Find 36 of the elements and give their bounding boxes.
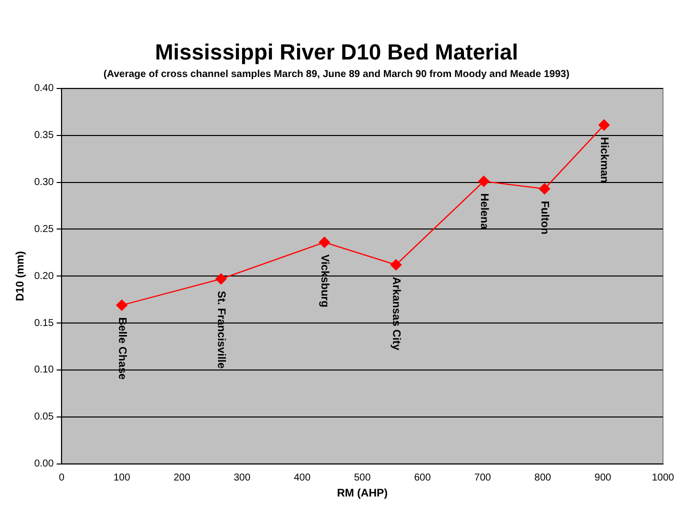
y-tick-label: 0.00 — [34, 458, 54, 470]
y-tick-label: 0.20 — [34, 270, 54, 282]
x-axis-title: RM (AHP) — [336, 487, 388, 500]
point — [478, 176, 490, 187]
y-tick-label: 0.05 — [34, 412, 54, 423]
x-tick-label: 800 — [534, 472, 552, 484]
chart-title: Mississippi River D10 Bed Material — [154, 39, 518, 64]
point — [318, 236, 330, 248]
annotation: Hickman — [598, 137, 610, 184]
point — [215, 273, 227, 285]
annotation: Arkansas City — [390, 276, 402, 352]
x-tick-label: 200 — [174, 472, 191, 484]
point — [598, 119, 610, 131]
x-tick-label: 300 — [234, 472, 251, 484]
y-tick-label: 0.15 — [34, 318, 54, 329]
annotation: Vicksburg — [318, 254, 330, 308]
x-tick-label: 0 — [58, 472, 65, 484]
x-tick-label: 400 — [294, 472, 311, 484]
point — [390, 259, 402, 270]
y-tick-label: 0.40 — [34, 83, 54, 94]
y-tick-label: 0.30 — [34, 177, 54, 188]
x-tick-label: 700 — [474, 472, 492, 484]
point — [116, 300, 128, 311]
point — [538, 183, 550, 194]
y-axis-title: D10 (mm) — [14, 250, 27, 302]
chart-subtitle: (Average of cross channel samples March 89, June 89 and March 90 from Moody and Meade 1993) — [104, 69, 570, 80]
annotation: St. Francisville — [214, 290, 227, 369]
y-tick-label: 0.25 — [34, 224, 54, 235]
y-tick-label: 0.10 — [34, 364, 54, 376]
x-tick-label: 600 — [414, 472, 432, 484]
x-tick-label: 900 — [594, 472, 612, 484]
x-tick-label: 500 — [354, 472, 372, 484]
annotation: Helena — [478, 193, 490, 230]
x-tick-label: 100 — [113, 472, 131, 484]
y-tick-label: 0.35 — [34, 130, 54, 142]
x-tick-label: 1000 — [652, 472, 675, 484]
